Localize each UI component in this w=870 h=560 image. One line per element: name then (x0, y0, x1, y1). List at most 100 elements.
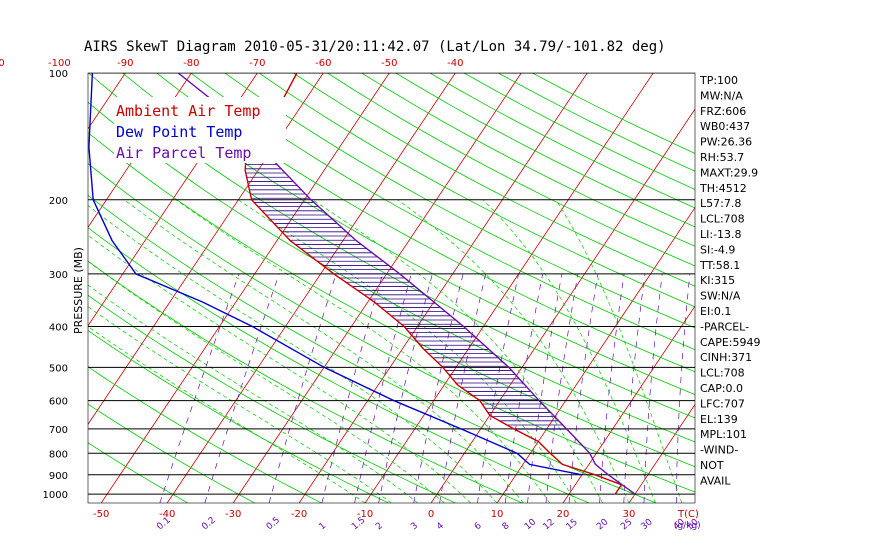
dry-adiabat-line (88, 442, 188, 503)
top-temp-tick-label: -60 (315, 58, 331, 69)
dry-adiabat-line (88, 260, 523, 503)
dry-adiabat-line (88, 294, 456, 503)
mixing-ratio-label: 8 (501, 521, 512, 533)
mixing-ratio-line (159, 273, 240, 503)
top-temp-tick-label: -100 (48, 58, 71, 69)
index-entry: PW:26.36 (700, 136, 752, 149)
index-entry: CAP:0.0 (700, 382, 743, 395)
isotherm-line (232, 73, 522, 503)
moist-adiabat-line (88, 284, 419, 503)
legend-background (114, 97, 286, 163)
isotherm-line (364, 73, 654, 503)
pressure-tick-label: 300 (49, 270, 68, 281)
pressure-tick-label: 500 (49, 363, 68, 374)
ambient-temp-line (244, 73, 623, 495)
mixing-ratio-label: 10 (523, 517, 538, 532)
pressure-tick-label: 600 (49, 397, 68, 408)
index-entry: -PARCEL- (700, 320, 749, 333)
index-entry: NOT (700, 459, 724, 472)
moist-adiabat-line (88, 234, 471, 503)
chart-title: AIRS SkewT Diagram 2010-05-31/20:11:42.0… (84, 39, 666, 55)
index-entry: SI:-4.9 (700, 243, 735, 256)
isotherm-line (88, 73, 126, 130)
isotherm-line (761, 73, 870, 503)
legend: Ambient Air Temp Dew Point Temp Air Parcel… (114, 97, 286, 163)
mixing-ratio-line (268, 273, 337, 503)
index-entry: AVAIL (700, 474, 731, 487)
isotherm-line (166, 73, 456, 503)
index-entry: L57:7.8 (700, 197, 741, 210)
dry-adiabat-line (156, 73, 695, 373)
mixing-ratio-unit: (g/kg) (674, 521, 701, 531)
mixing-ratio-line (321, 273, 383, 503)
dry-adiabat-line (190, 73, 695, 351)
bottom-temperature-ticks: -50 -40 -30 -20 -10 0 10 20 30 (93, 509, 635, 520)
mixing-ratio-line (354, 273, 412, 503)
bottom-temp-tick-label: -20 (291, 509, 307, 520)
pressure-tick-label: 400 (49, 323, 68, 334)
mixing-ratio-line (439, 273, 486, 503)
mixing-ratio-line (413, 273, 464, 503)
dry-adiabat-line (88, 194, 657, 503)
bottom-temp-tick-label: -10 (357, 509, 373, 520)
bottom-temp-tick-label: 10 (491, 509, 504, 520)
dry-adiabat-line (88, 403, 255, 503)
dry-adiabats (88, 73, 695, 503)
index-entry: TP:100 (699, 74, 738, 87)
x-axis-label: T(C) (677, 509, 699, 520)
mixing-ratio-line (527, 273, 563, 503)
dry-adiabat-line (122, 73, 695, 396)
top-temp-tick-label: -80 (183, 58, 199, 69)
legend-entry: Dew Point Temp (116, 123, 242, 141)
index-entry: RH:53.7 (700, 151, 744, 164)
pressure-tick-label: 200 (49, 196, 68, 207)
index-entry: EI:0.1 (700, 305, 731, 318)
index-entry: MPL:101 (700, 428, 747, 441)
legend-entry: Air Parcel Temp (116, 144, 251, 162)
isotherm-line (628, 403, 695, 503)
mixing-ratio-line (378, 273, 433, 503)
dewpoint-temp-line (88, 73, 583, 476)
mixing-ratio-line (643, 273, 663, 503)
mixing-ratio-label: 1 (317, 521, 328, 532)
index-entry: LCL:708 (700, 367, 745, 380)
index-entry: CAPE:5949 (700, 336, 761, 349)
dry-adiabat-line (88, 329, 389, 503)
index-entry: MAXT:29.9 (700, 166, 758, 179)
dry-adiabat-line (293, 73, 695, 287)
plot-frame (87, 72, 696, 504)
mixing-ratio-label: 12 (542, 517, 557, 532)
cape-hatch (245, 143, 567, 430)
pressure-tick-label: 700 (49, 425, 68, 436)
dry-adiabat-line (224, 73, 695, 329)
mixing-ratio-label: 3 (409, 521, 420, 532)
y-axis-label: PRESSURE (MB) (72, 247, 85, 334)
index-entry: KI:315 (700, 274, 735, 287)
dry-adiabat-line (88, 132, 695, 468)
moist-adiabat-line (88, 306, 392, 503)
index-entry: TH:4512 (699, 182, 747, 195)
index-entry: FRZ:606 (700, 105, 746, 118)
index-entry: -WIND- (700, 444, 738, 457)
isotherm-line (0, 73, 59, 503)
mixing-ratio-label: 0.2 (200, 515, 217, 532)
dry-adiabat-line (88, 227, 590, 503)
dry-adiabat-line (429, 73, 695, 209)
bottom-temp-tick-label: 0 (428, 509, 434, 520)
index-entry: TT:58.1 (699, 259, 740, 272)
moist-adiabat-line (88, 261, 445, 503)
isotherms (0, 73, 870, 503)
pressure-ticks: 100 200 300 400 500 600 700 800 900 1000 (43, 69, 68, 501)
bottom-temp-tick-label: 30 (623, 509, 636, 520)
moist-adiabat-line (238, 199, 577, 503)
dry-adiabat-line (258, 73, 695, 308)
dry-adiabat-line (395, 73, 695, 228)
pressure-tick-label: 100 (49, 69, 68, 80)
mixing-ratio-lines (159, 273, 691, 503)
bottom-temp-tick-label: 20 (557, 509, 570, 520)
moist-adiabats (88, 199, 683, 503)
top-temp-tick-label: -70 (249, 58, 265, 69)
top-temp-tick-label: -110 (0, 58, 5, 69)
top-temp-tick-label: -50 (381, 58, 397, 69)
